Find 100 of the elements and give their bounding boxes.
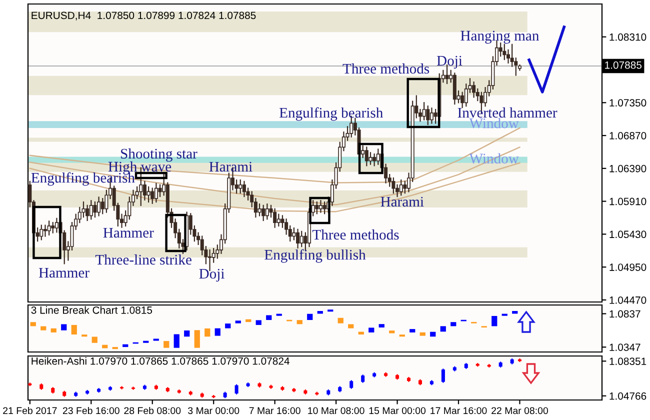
bar (307, 314, 313, 320)
candlestick (238, 180, 242, 194)
bar (256, 320, 262, 325)
y-tick-label: 1.04766 (610, 392, 646, 400)
candlestick (54, 218, 58, 233)
annotation: Doji (436, 56, 462, 69)
candlestick (296, 228, 300, 248)
candlestick (100, 198, 104, 214)
annotation: Engulfing bullish (264, 249, 366, 263)
line-series (29, 146, 520, 206)
candlestick (422, 102, 426, 120)
annotation: Three methods (342, 63, 430, 74)
x-tick-label: 10 Mar 08:00 (308, 407, 364, 414)
candlestick (364, 146, 368, 166)
annotation: Hammer (103, 228, 154, 238)
candlestick (311, 200, 315, 216)
candlestick (131, 386, 135, 390)
candlestick (242, 180, 246, 198)
bar (102, 344, 108, 348)
candlestick (276, 214, 280, 227)
text: EURUSD,H4 1.07850 1.07899 1.07824 1.07885 (32, 12, 256, 20)
candlestick (86, 204, 90, 222)
bar (266, 315, 272, 320)
bar (420, 332, 426, 336)
candlestick (518, 358, 522, 362)
chart-title: Heiken-Ashi 1.07970 1.07865 1.07865 1.07970 1.07824 (32, 357, 290, 365)
candlestick (150, 188, 154, 204)
candlestick (40, 224, 44, 240)
bar (338, 318, 344, 324)
candlestick (300, 230, 304, 248)
bar (368, 328, 374, 332)
bar (61, 324, 67, 330)
bar (225, 324, 231, 328)
candlestick (234, 384, 238, 394)
bar (92, 336, 98, 343)
candlestick (292, 227, 296, 240)
annotation: Inverted hammer (458, 107, 558, 118)
annotation: Three-line strike (95, 254, 192, 265)
candlestick (368, 152, 372, 165)
bar (71, 324, 77, 334)
y-tick-label: 1.06870 (610, 132, 646, 140)
candlestick (399, 180, 403, 196)
y-tick-label: 1.06390 (610, 164, 646, 172)
candlestick (158, 184, 162, 198)
candlestick (97, 196, 101, 216)
bar (358, 332, 364, 334)
y-tick-label: 1.04470 (610, 296, 646, 304)
x-tick-label: 7 Mar 16:00 (249, 407, 300, 414)
candlestick (89, 200, 93, 220)
ref-line-label: 1.07885 (605, 61, 642, 69)
candlestick (258, 203, 262, 216)
x-tick-label: 28 Feb 08:00 (124, 406, 181, 414)
candlestick (472, 82, 476, 98)
candlestick (43, 224, 47, 237)
candlestick (120, 386, 124, 390)
x-tick-label: 21 Feb 2017 (3, 406, 57, 414)
bar (512, 310, 518, 314)
y-tick-label: 1.07350 (610, 99, 646, 107)
candlestick (430, 108, 434, 124)
band-label: Window (469, 118, 519, 128)
candlestick (273, 208, 277, 228)
y-tick-label: 1.0347 (610, 344, 640, 351)
x-tick-label: 17 Mar 16:00 (430, 407, 487, 414)
y-tick-label: 1.05430 (610, 230, 646, 238)
y-tick-label: 1.0837 (610, 310, 640, 318)
bar (204, 328, 210, 337)
candlestick (452, 72, 456, 105)
bar (389, 330, 395, 334)
candlestick (403, 180, 407, 194)
candlestick (384, 164, 388, 184)
y-tick-label: 1.04950 (610, 264, 646, 271)
candlestick (318, 200, 322, 213)
chart-title: 3 Line Break Chart 1.0815 (31, 306, 152, 314)
candlestick (154, 182, 158, 203)
candlestick (315, 201, 319, 214)
bar (440, 326, 446, 332)
candlestick (47, 220, 51, 236)
bar (410, 329, 416, 332)
bar (348, 324, 354, 328)
candlestick (460, 92, 464, 108)
bar (184, 330, 190, 337)
annotation: Hammer (38, 268, 90, 278)
x-tick-label: 22 Mar 08:00 (492, 407, 548, 414)
y-tick-label: 1.08310 (610, 33, 646, 41)
candlestick (322, 201, 326, 214)
annotation: High wave (108, 161, 172, 175)
candlestick (93, 201, 97, 218)
annotation: Harami (209, 162, 252, 172)
x-tick-label: 3 Mar 00:00 (188, 407, 240, 414)
annotation: Doji (199, 268, 224, 282)
candlestick (51, 222, 55, 234)
candlestick (426, 106, 430, 126)
bar (164, 341, 170, 348)
bar (450, 322, 456, 326)
bar (40, 326, 46, 330)
bar (246, 319, 252, 322)
bar (50, 328, 56, 332)
candlestick (265, 203, 269, 220)
bar (430, 332, 436, 337)
y-tick-label: 1.05910 (610, 198, 646, 206)
